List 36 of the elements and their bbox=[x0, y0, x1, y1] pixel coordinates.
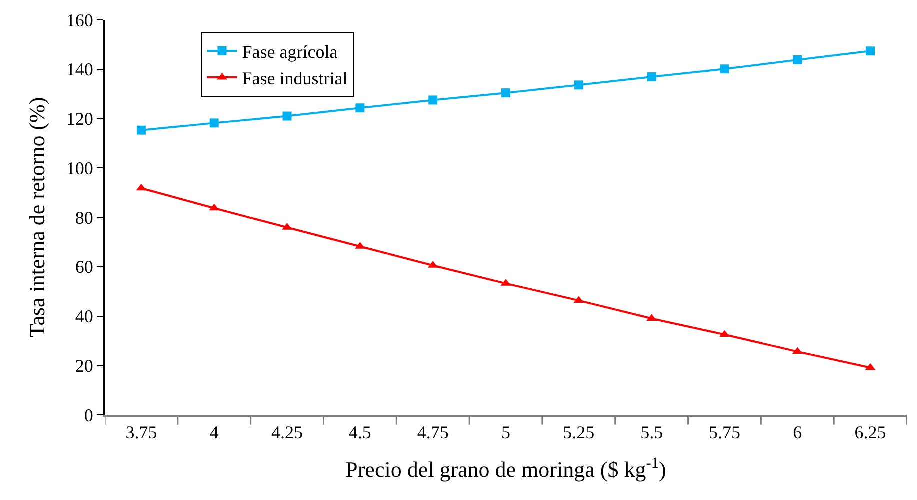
legend-label: Fase industrial bbox=[242, 68, 348, 88]
y-tick-label: 0 bbox=[84, 405, 94, 426]
point bbox=[574, 80, 584, 90]
point bbox=[502, 88, 510, 98]
x-axis-title: Precio del grano de moringa ($ kg$^{-1}$) bbox=[346, 454, 666, 482]
y-tick-label: 40 bbox=[75, 306, 94, 327]
point bbox=[428, 96, 438, 105]
point bbox=[866, 46, 876, 56]
point bbox=[720, 64, 730, 74]
y-tick-label: 80 bbox=[75, 208, 94, 228]
x-tick-label: 6 bbox=[793, 422, 802, 443]
x-tick-label: 5.75 bbox=[708, 422, 740, 443]
x-tick-label: 6.25 bbox=[854, 422, 886, 443]
y-tick-label: 160 bbox=[66, 10, 94, 30]
x-tick-label: 3.75 bbox=[126, 422, 158, 443]
y-axis-title: Tasa interna de retorno (%) bbox=[24, 97, 50, 338]
x-tick-label: 4.75 bbox=[417, 422, 449, 443]
x-tick-label: 4.5 bbox=[348, 422, 372, 443]
y-tick-label: 140 bbox=[66, 60, 94, 80]
point bbox=[647, 72, 656, 82]
point bbox=[282, 112, 292, 121]
y-tick-label: 60 bbox=[75, 257, 94, 278]
point bbox=[210, 118, 219, 128]
y-tick-label: 20 bbox=[75, 356, 94, 376]
x-tick-label: 5.25 bbox=[563, 422, 595, 443]
y-tick-label: 100 bbox=[66, 158, 94, 178]
point bbox=[720, 330, 730, 338]
point bbox=[793, 55, 802, 64]
x-tick-label: 4.25 bbox=[272, 422, 304, 443]
point bbox=[356, 104, 365, 113]
x-tick-label: 5 bbox=[502, 422, 510, 443]
legend-label: Fase agrícola bbox=[242, 42, 338, 62]
x-tick-label: 5.5 bbox=[640, 422, 664, 443]
x-tick-label: 4 bbox=[210, 422, 219, 443]
y-tick-label: 120 bbox=[66, 109, 94, 130]
point bbox=[136, 126, 146, 135]
